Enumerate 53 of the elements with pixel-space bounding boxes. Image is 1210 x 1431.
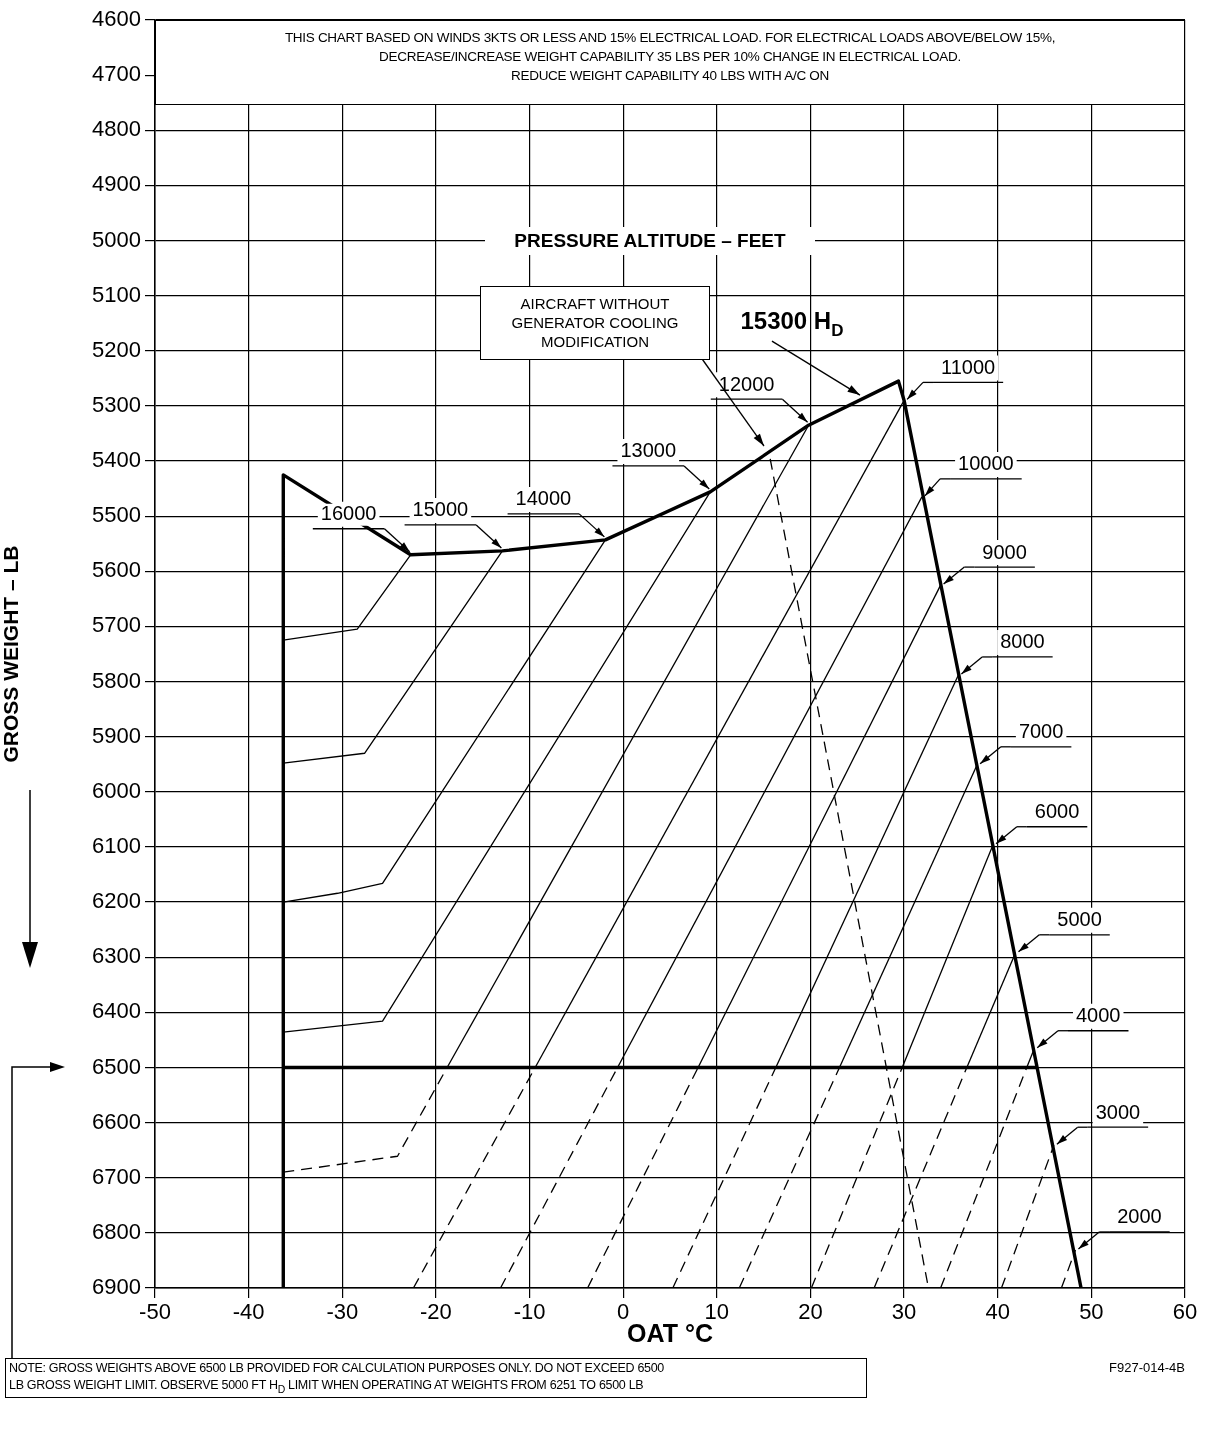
- text: 14000: [515, 487, 572, 510]
- text: 12000: [718, 372, 775, 395]
- x-tick-label: -10: [513, 1299, 546, 1325]
- text: 9000: [982, 540, 1027, 563]
- y-tick-label: 6200: [92, 888, 141, 914]
- y-tick-label: 6700: [92, 1163, 141, 1189]
- y-tick-label: 5100: [92, 281, 141, 307]
- text: F927-014-4B: [1108, 1360, 1185, 1375]
- x-tick-label: 60: [1172, 1299, 1198, 1325]
- text: 5000: [1057, 908, 1102, 931]
- x-tick-label: -30: [326, 1299, 359, 1325]
- text: 8000: [1000, 630, 1045, 653]
- y-tick-label: 6100: [92, 833, 141, 859]
- y-tick-label: 5500: [92, 502, 141, 528]
- text: 3000: [1095, 1100, 1141, 1123]
- x-tick-label: 0: [617, 1299, 630, 1325]
- y-tick-label: 5400: [92, 447, 141, 473]
- y-axis-title: GROSS WEIGHT – LB: [0, 545, 23, 763]
- y-tick-label: 6900: [92, 1274, 141, 1300]
- x-tick-label: 20: [798, 1299, 823, 1325]
- x-tick-label: -20: [420, 1299, 452, 1325]
- x-tick-label: 50: [1079, 1299, 1104, 1325]
- y-tick-label: 5800: [92, 667, 141, 693]
- text: 7000: [1018, 720, 1064, 743]
- y-tick-label: 5900: [92, 722, 141, 748]
- text: 16000: [320, 502, 377, 525]
- text: 11000: [941, 355, 996, 378]
- text: 4000: [1076, 1004, 1121, 1027]
- y-tick-label: 6300: [92, 943, 141, 969]
- x-tick-label: -40: [232, 1299, 265, 1325]
- text: 6000: [1034, 800, 1080, 823]
- y-tick-label: 5200: [92, 336, 141, 362]
- y-tick-label: 5600: [92, 557, 141, 583]
- text: 2000: [1117, 1205, 1162, 1228]
- text: 13000: [620, 439, 677, 462]
- x-tick-label: 30: [891, 1299, 917, 1325]
- x-tick-label: 40: [985, 1299, 1010, 1325]
- y-tick-label: 6600: [92, 1108, 141, 1134]
- y-tick-label: 6000: [92, 777, 141, 803]
- y-tick-label: 4600: [92, 6, 141, 32]
- y-tick-label: 5300: [92, 391, 141, 417]
- y-tick-label: 6500: [92, 1053, 141, 1079]
- y-tick-label: 4900: [92, 171, 141, 197]
- text: 15000: [412, 498, 469, 521]
- y-tick-label: 4700: [92, 61, 141, 87]
- annotation: PRESSURE ALTITUDE – FEET: [485, 227, 815, 255]
- y-tick-label: 5700: [92, 612, 141, 638]
- y-tick-label: 5000: [92, 226, 141, 252]
- y-tick-label: 6400: [92, 998, 141, 1024]
- text: 10000: [958, 452, 1014, 475]
- y-tick-label: 4800: [92, 116, 141, 142]
- x-tick-label: -50: [139, 1299, 171, 1325]
- y-tick-label: 6800: [92, 1218, 141, 1244]
